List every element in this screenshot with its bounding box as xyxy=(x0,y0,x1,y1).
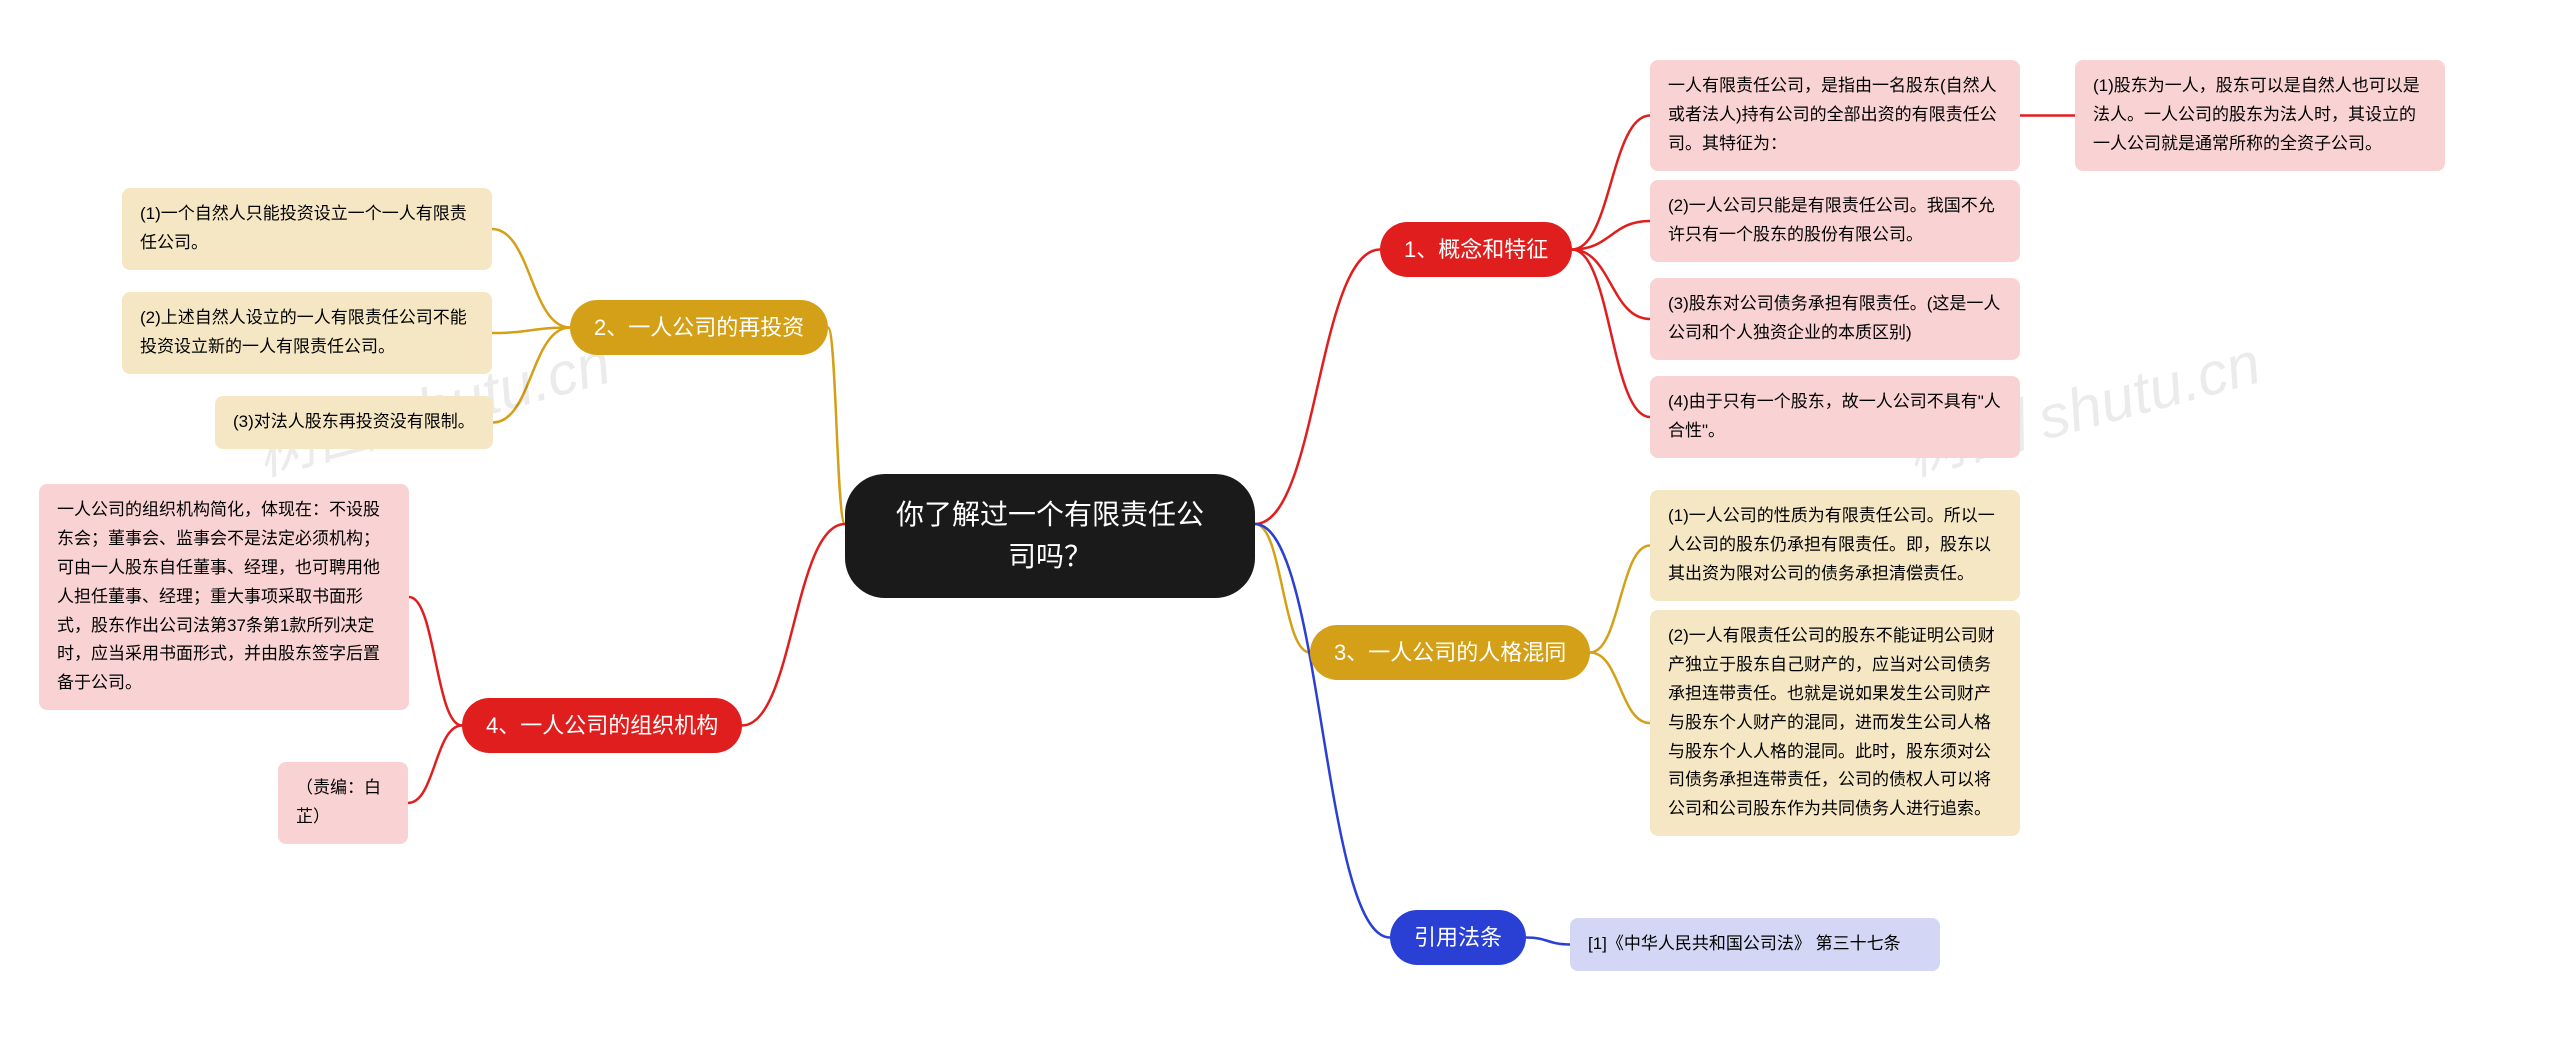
branch-node: 2、一人公司的再投资 xyxy=(570,300,828,355)
leaf-node: (1)股东为一人，股东可以是自然人也可以是法人。一人公司的股东为法人时，其设立的… xyxy=(2075,60,2445,171)
branch-node: 引用法条 xyxy=(1390,910,1526,965)
branch-node: 1、概念和特征 xyxy=(1380,222,1572,277)
leaf-node: (4)由于只有一个股东，故一人公司不具有"人合性"。 xyxy=(1650,376,2020,458)
leaf-node: (3)对法人股东再投资没有限制。 xyxy=(215,396,493,449)
leaf-node: (1)一个自然人只能投资设立一个一人有限责任公司。 xyxy=(122,188,492,270)
branch-node: 3、一人公司的人格混同 xyxy=(1310,625,1590,680)
leaf-node: (2)一人公司只能是有限责任公司。我国不允许只有一个股东的股份有限公司。 xyxy=(1650,180,2020,262)
leaf-node: 一人公司的组织机构简化，体现在：不设股东会；董事会、监事会不是法定必须机构；可由… xyxy=(39,484,409,710)
leaf-node: (1)一人公司的性质为有限责任公司。所以一人公司的股东仍承担有限责任。即，股东以… xyxy=(1650,490,2020,601)
center-node: 你了解过一个有限责任公司吗？ xyxy=(845,474,1255,598)
leaf-node: (3)股东对公司债务承担有限责任。(这是一人公司和个人独资企业的本质区别) xyxy=(1650,278,2020,360)
leaf-node: (2)上述自然人设立的一人有限责任公司不能投资设立新的一人有限责任公司。 xyxy=(122,292,492,374)
leaf-node: [1]《中华人民共和国公司法》 第三十七条 xyxy=(1570,918,1940,971)
branch-node: 4、一人公司的组织机构 xyxy=(462,698,742,753)
leaf-node: 一人有限责任公司，是指由一名股东(自然人或者法人)持有公司的全部出资的有限责任公… xyxy=(1650,60,2020,171)
leaf-node: (2)一人有限责任公司的股东不能证明公司财产独立于股东自己财产的，应当对公司债务… xyxy=(1650,610,2020,836)
leaf-node: （责编：白芷） xyxy=(278,762,408,844)
